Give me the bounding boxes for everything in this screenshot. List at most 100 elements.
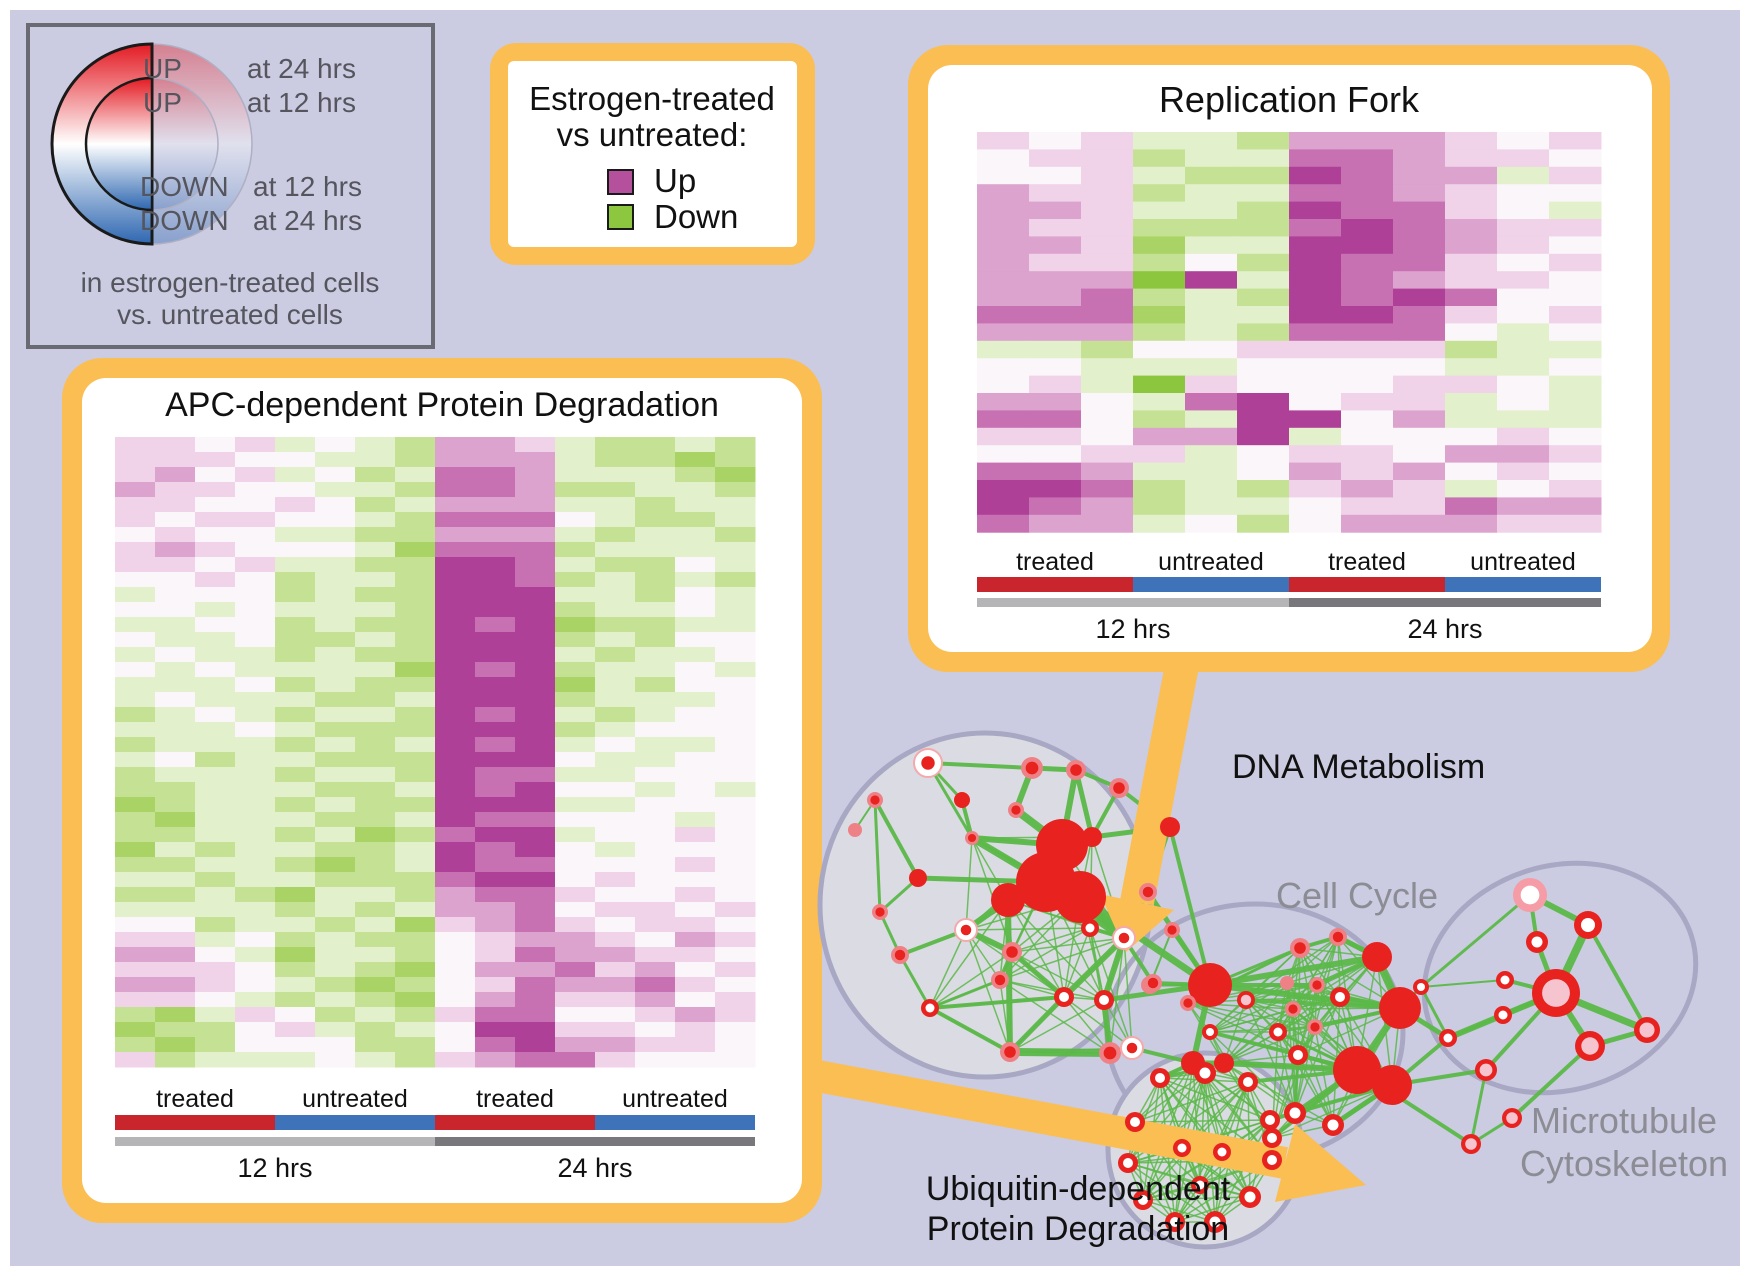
heatmap-cell	[1445, 375, 1498, 394]
heatmap-cell	[1029, 288, 1082, 307]
heatmap-cell	[1133, 166, 1186, 185]
heatmap-cell	[1341, 462, 1394, 481]
heatmap-cell	[515, 437, 556, 453]
heatmap-cell	[595, 557, 636, 573]
heatmap-cell	[595, 437, 636, 453]
heatmap-cell	[715, 797, 756, 813]
heatmap-cell	[1393, 219, 1446, 237]
heatmap-cell	[1237, 393, 1290, 411]
heatmap-cell	[515, 692, 556, 708]
heatmap-cell	[1497, 201, 1550, 220]
heatmap-cell	[435, 737, 476, 753]
heatmap-cell	[595, 452, 636, 468]
heatmap-cell	[977, 236, 1030, 255]
heatmap-cell	[395, 452, 436, 468]
heatmap-cell	[1549, 184, 1602, 203]
network-edge	[1134, 1081, 1249, 1123]
gene-node	[1147, 977, 1159, 989]
heatmap-cell	[1497, 410, 1550, 429]
color-key-title-line1: Estrogen-treated	[529, 80, 775, 117]
heatmap-cell	[315, 917, 356, 933]
heatmap-cell	[235, 527, 276, 543]
heatmap-cell	[595, 482, 636, 498]
heatmap-cell	[555, 782, 596, 798]
network-edge	[1447, 1013, 1504, 1040]
heatmap-cell	[155, 1037, 196, 1053]
heatmap-cell	[475, 902, 516, 918]
heatmap-cell	[435, 752, 476, 768]
heatmap-cell	[435, 692, 476, 708]
heatmap-cell	[595, 872, 636, 888]
condition-bar	[115, 1115, 275, 1130]
heatmap-cell	[355, 512, 396, 528]
heatmap-cell	[1289, 149, 1342, 168]
heatmap-cell	[1133, 288, 1186, 307]
network-edge	[1420, 979, 1506, 988]
heatmap-cell	[515, 482, 556, 498]
heatmap-cell	[715, 947, 756, 963]
network-edge	[1063, 927, 1091, 998]
heatmap-cell	[1237, 375, 1290, 394]
network-edge	[999, 979, 1111, 1054]
heatmap-cell	[355, 1007, 396, 1023]
heatmap-cell	[1081, 132, 1134, 150]
time-bar	[977, 598, 1289, 607]
heatmap-cell	[715, 512, 756, 528]
heatmap-cell	[1341, 132, 1394, 150]
heatmap-cell	[1029, 480, 1082, 498]
heatmap-cell	[235, 782, 276, 798]
heatmap-cell	[315, 782, 356, 798]
heatmap-cell	[635, 602, 676, 618]
heatmap-cell	[155, 947, 196, 963]
network-edge	[1223, 1062, 1334, 1126]
heatmap-cell	[1081, 358, 1134, 377]
heatmap-cell	[515, 992, 556, 1008]
heatmap-cell	[1185, 323, 1238, 342]
heatmap-cell	[675, 872, 716, 888]
heatmap-cell	[715, 992, 756, 1008]
heatmap-cell	[515, 617, 556, 633]
heatmap-cell	[1393, 427, 1446, 446]
gene-node	[1199, 1067, 1211, 1079]
network-edge	[999, 927, 1091, 981]
heatmap-cell	[435, 932, 476, 948]
arrow-replication-fork-to-dna-metabolism	[1100, 656, 1200, 952]
up-label: Up	[654, 162, 696, 199]
network-edge	[1204, 1072, 1271, 1121]
heatmap-cell	[155, 722, 196, 738]
heatmap-cell	[1289, 323, 1342, 342]
network-edge	[999, 979, 1105, 1001]
heatmap-cell	[555, 647, 596, 663]
heatmap-cell	[715, 932, 756, 948]
network-edge	[1168, 826, 1212, 986]
heatmap-cell	[235, 542, 276, 558]
heatmap-cell	[1497, 358, 1550, 377]
heatmap-cell	[675, 812, 716, 828]
heatmap-cell	[475, 872, 516, 888]
heatmap-cell	[475, 992, 516, 1008]
heatmap-cell	[235, 662, 276, 678]
heatmap-cell	[275, 617, 316, 633]
arrow-apc-to-ubiquitin-degradation	[809, 1059, 1366, 1202]
heatmap-cell	[1185, 253, 1238, 272]
network-edge	[929, 978, 1001, 1010]
heatmap-cell	[1289, 288, 1342, 307]
replication-fork-title: Replication Fork	[1159, 79, 1420, 120]
replication-fork-panel: Replication Fork treated untreated treated…	[908, 45, 1670, 672]
heatmap-cell	[315, 722, 356, 738]
heatmap-cell	[355, 692, 396, 708]
heatmap-cell	[235, 842, 276, 858]
heatmap-cell	[1185, 480, 1238, 498]
heatmap-cell	[235, 1052, 276, 1068]
heatmap-cell	[1393, 288, 1446, 307]
time-label: 12 hrs	[1095, 614, 1170, 644]
heatmap-cell	[275, 977, 316, 993]
heatmap-cell	[115, 707, 156, 723]
heatmap-cell	[395, 1022, 436, 1038]
heatmap-cell	[115, 452, 156, 468]
heatmap-cell	[315, 887, 356, 903]
heatmap-cell	[1029, 340, 1082, 359]
heatmap-cell	[1237, 497, 1290, 516]
heatmap-cell	[555, 632, 596, 648]
heatmap-cell	[1185, 201, 1238, 220]
